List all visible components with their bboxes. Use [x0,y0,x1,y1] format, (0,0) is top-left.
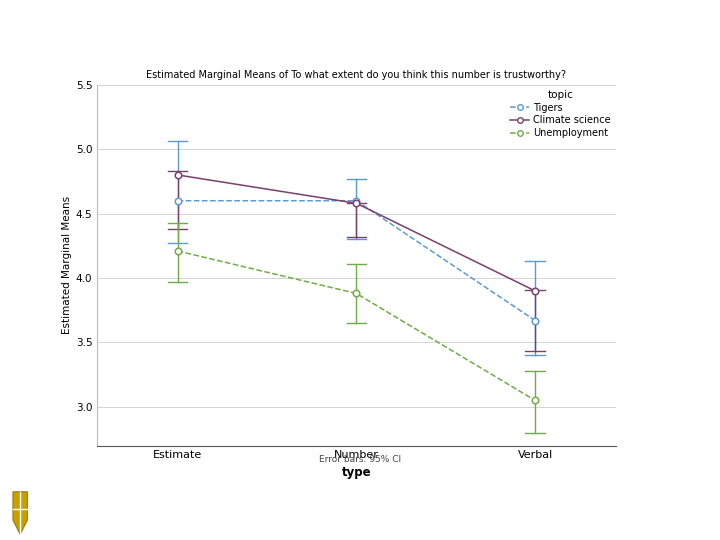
Point [529,396,541,405]
Point [172,171,184,179]
Legend: Tigers, Climate science, Unemployment: Tigers, Climate science, Unemployment [510,90,611,138]
Point [351,199,362,207]
Text: UNIVERSITY OF: UNIVERSITY OF [37,497,115,506]
Point [351,289,362,298]
Point [529,287,541,295]
Text: Does uncertainty increase or decrease trust in numbers?: Does uncertainty increase or decrease tr… [13,29,616,48]
Text: CAMBRIDGE: CAMBRIDGE [37,519,98,529]
Polygon shape [13,492,27,535]
Point [172,247,184,255]
Point [351,197,362,205]
Point [529,316,541,325]
Title: Estimated Marginal Means of To what extent do you think this number is trustwort: Estimated Marginal Means of To what exte… [146,70,567,80]
Y-axis label: Estimated Marginal Means: Estimated Marginal Means [61,196,71,334]
Point [172,197,184,205]
Text: Error bars: 95% CI: Error bars: 95% CI [319,455,401,464]
X-axis label: type: type [341,466,372,479]
